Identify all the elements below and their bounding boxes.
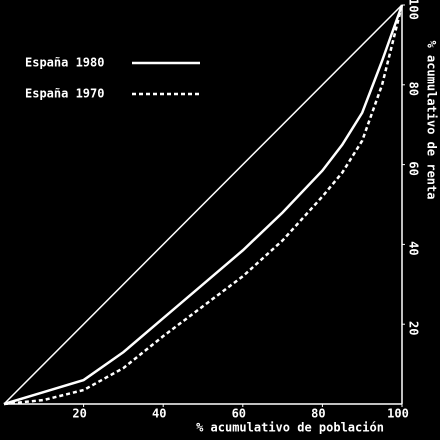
x-tick-label: 60 — [232, 407, 246, 421]
legend-label: España 1980 — [25, 56, 104, 70]
y-tick-label: 40 — [407, 241, 421, 255]
legend-label: España 1970 — [25, 87, 104, 101]
y-tick-label: 20 — [407, 321, 421, 335]
series-line — [3, 4, 404, 406]
y-tick-label: 60 — [407, 161, 421, 175]
series-line — [3, 4, 404, 406]
x-tick-label: 80 — [311, 407, 325, 421]
x-axis-label: % acumulativo de población — [196, 421, 384, 435]
x-tick-label: 100 — [387, 407, 409, 421]
x-tick-label: 20 — [72, 407, 86, 421]
y-axis-label: % acumulativo de renta — [425, 41, 439, 200]
x-tick-label: 40 — [152, 407, 166, 421]
y-tick-label: 100 — [407, 0, 421, 20]
y-tick-label: 80 — [407, 82, 421, 96]
reference-line — [3, 4, 403, 405]
